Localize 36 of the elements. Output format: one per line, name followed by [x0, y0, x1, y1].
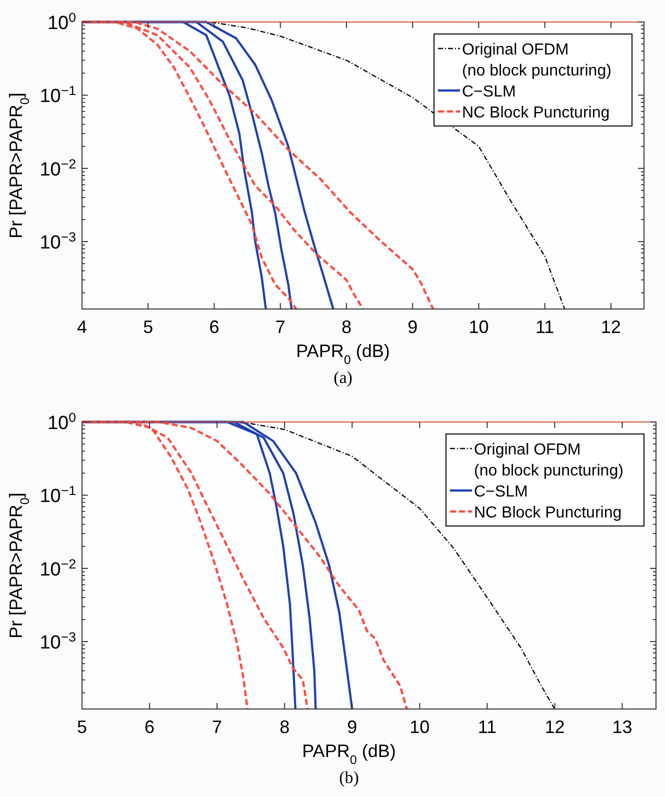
x-tick-label: 10: [410, 717, 430, 737]
x-tick-label: 8: [280, 717, 290, 737]
text: (b): [339, 768, 359, 787]
legend-label: Original OFDM (no block puncturing): [474, 442, 624, 480]
y-tick-label: 10$^{−3}$: [40, 629, 76, 654]
y-tick-label: 10$^{−1}$: [40, 82, 76, 108]
x-tick-label: 4: [76, 317, 88, 337]
y-tick-label: 10$^{−3}$: [40, 229, 76, 254]
legend-label: NC Block Puncturing: [474, 504, 622, 522]
x-axis-title: PAPR$_{0}$ (dB): [302, 741, 396, 767]
y-tick-label: 10$^{−2}$: [40, 156, 76, 180]
y-tick-label: 10$^{0}$: [47, 410, 76, 434]
y-tick-label: 10$^{−1}$: [40, 482, 76, 508]
x-tick-label: 10: [468, 317, 489, 337]
legend-label: C−SLM: [474, 484, 528, 500]
legend-label: C−SLM: [462, 84, 516, 100]
x-tick-label: 12: [544, 717, 565, 737]
x-tick-label: 5: [76, 717, 88, 737]
x-tick-label: 6: [209, 317, 220, 337]
y-tick-label: 10$^{0}$: [47, 10, 76, 34]
x-tick-label: 7: [212, 717, 222, 737]
x-tick-label: 13: [612, 717, 632, 737]
x-tick-label: 9: [347, 717, 358, 737]
x-tick-label: 12: [600, 317, 621, 337]
x-tick-label: 11: [535, 317, 554, 337]
x-tick-label: 11: [478, 717, 497, 737]
x-tick-label: 8: [341, 317, 352, 337]
x-tick-label: 9: [408, 317, 418, 337]
legend-label: Original OFDM (no block puncturing): [462, 42, 612, 80]
x-tick-label: 5: [143, 317, 154, 337]
x-axis-title: PAPR$_{0}$ (dB): [296, 341, 390, 367]
text: (a): [334, 368, 352, 387]
x-tick-label: 6: [144, 717, 155, 737]
legend-label: NC Block Puncturing: [462, 104, 610, 122]
x-tick-label: 7: [275, 317, 286, 337]
y-tick-label: 10$^{−2}$: [40, 556, 76, 580]
